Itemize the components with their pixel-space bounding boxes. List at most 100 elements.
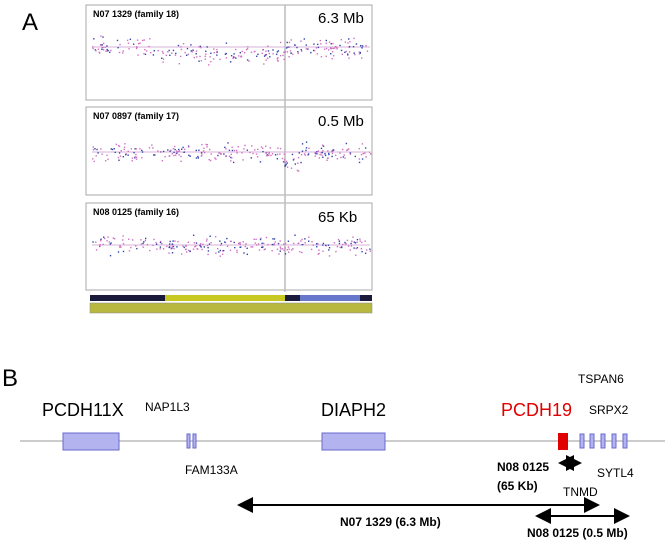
probe-dot xyxy=(260,237,262,240)
probe-dot xyxy=(302,243,304,246)
probe-dot xyxy=(207,253,209,256)
probe-dot xyxy=(190,44,192,46)
probe-dot xyxy=(332,42,334,45)
probe-dot xyxy=(287,240,290,242)
probe-dot xyxy=(227,142,229,144)
probe-dot xyxy=(236,249,238,252)
gene-box xyxy=(589,433,595,449)
probe-dot xyxy=(277,147,279,149)
probe-dot xyxy=(239,246,241,248)
probe-dot xyxy=(307,48,309,50)
probe-dot xyxy=(325,39,327,42)
gene-box xyxy=(186,433,191,449)
probe-dot xyxy=(350,242,352,245)
probe-dot xyxy=(263,242,265,245)
probe-dot xyxy=(144,239,147,242)
probe-dot xyxy=(286,249,288,251)
sample-label: N08 0125 (family 16) xyxy=(93,207,179,217)
probe-dot xyxy=(275,53,278,56)
probe-dot xyxy=(339,246,341,249)
probe-dot xyxy=(104,46,106,48)
probe-dot xyxy=(128,250,131,252)
probe-dot xyxy=(353,52,355,54)
gene-box xyxy=(321,432,386,451)
probe-dot xyxy=(92,146,95,148)
probe-dot xyxy=(165,54,167,57)
probe-dot xyxy=(100,238,102,241)
probe-dot xyxy=(328,49,330,51)
probe-dot xyxy=(243,148,245,150)
probe-dot xyxy=(324,153,326,155)
probe-dot xyxy=(220,244,222,246)
probe-dot xyxy=(187,53,190,56)
probe-dot xyxy=(205,50,207,52)
probe-dot xyxy=(223,153,225,155)
probe-dot xyxy=(361,47,363,49)
gene-label: PCDH11X xyxy=(42,400,124,420)
gene-box xyxy=(558,433,568,450)
probe-dot xyxy=(255,153,258,155)
probe-dot xyxy=(316,153,319,155)
probe-dot xyxy=(231,149,234,152)
probe-dot xyxy=(192,248,195,250)
probe-dot xyxy=(177,44,180,47)
chromosome-track xyxy=(300,295,360,301)
probe-dot xyxy=(326,159,328,161)
probe-dot xyxy=(184,248,187,250)
probe-dot xyxy=(246,149,249,151)
panel-a: N07 1329 (family 18) 6.3 Mb N07 0897 (fa… xyxy=(85,4,373,314)
probe-dot xyxy=(232,161,235,164)
probe-dot xyxy=(95,249,98,251)
probe-dot xyxy=(195,242,198,244)
probe-dot xyxy=(317,46,320,49)
probe-dot xyxy=(349,41,351,43)
probe-dot xyxy=(344,41,347,43)
probe-dot xyxy=(98,51,100,54)
probe-dot xyxy=(203,147,205,149)
probe-dot xyxy=(315,47,318,49)
probe-dot xyxy=(355,247,357,250)
probe-dot xyxy=(322,145,325,147)
probe-dot xyxy=(112,237,115,239)
probe-dot xyxy=(109,243,111,245)
probe-dot xyxy=(106,50,109,52)
probe-dot xyxy=(209,159,212,162)
probe-dot xyxy=(251,145,253,147)
probe-dot xyxy=(358,158,361,160)
probe-dot xyxy=(245,243,247,245)
deletion-label: (65 Kb) xyxy=(497,479,538,493)
probe-dot xyxy=(230,160,232,162)
probe-dot xyxy=(322,242,325,245)
probe-dot xyxy=(280,248,282,250)
probe-dot xyxy=(148,147,151,149)
probe-dot xyxy=(246,59,249,61)
gene-label: SRPX2 xyxy=(589,403,629,417)
probe-dot xyxy=(135,153,137,156)
probe-dot xyxy=(235,149,238,152)
probe-dot xyxy=(313,49,316,52)
probe-dot xyxy=(322,150,324,152)
probe-dot xyxy=(225,52,228,55)
probe-dot xyxy=(255,238,257,241)
probe-dot xyxy=(134,157,136,159)
probe-dot xyxy=(347,54,349,56)
probe-dot xyxy=(130,246,132,249)
probe-dot xyxy=(305,141,308,143)
probe-dot xyxy=(236,251,238,253)
probe-dot xyxy=(192,49,194,51)
probe-dot xyxy=(349,249,352,251)
probe-dot xyxy=(328,249,330,251)
probe-dot xyxy=(152,154,155,156)
probe-dot xyxy=(354,155,356,158)
probe-dot xyxy=(176,152,179,154)
probe-dot xyxy=(257,148,259,151)
probe-dot xyxy=(356,238,359,241)
probe-dot xyxy=(144,53,147,56)
probe-dot xyxy=(206,143,209,146)
probe-dot xyxy=(265,50,267,52)
probe-dot xyxy=(283,159,286,161)
probe-dot xyxy=(241,50,243,53)
probe-dot xyxy=(364,152,366,154)
probe-dot xyxy=(245,48,248,51)
probe-dot xyxy=(294,163,296,165)
